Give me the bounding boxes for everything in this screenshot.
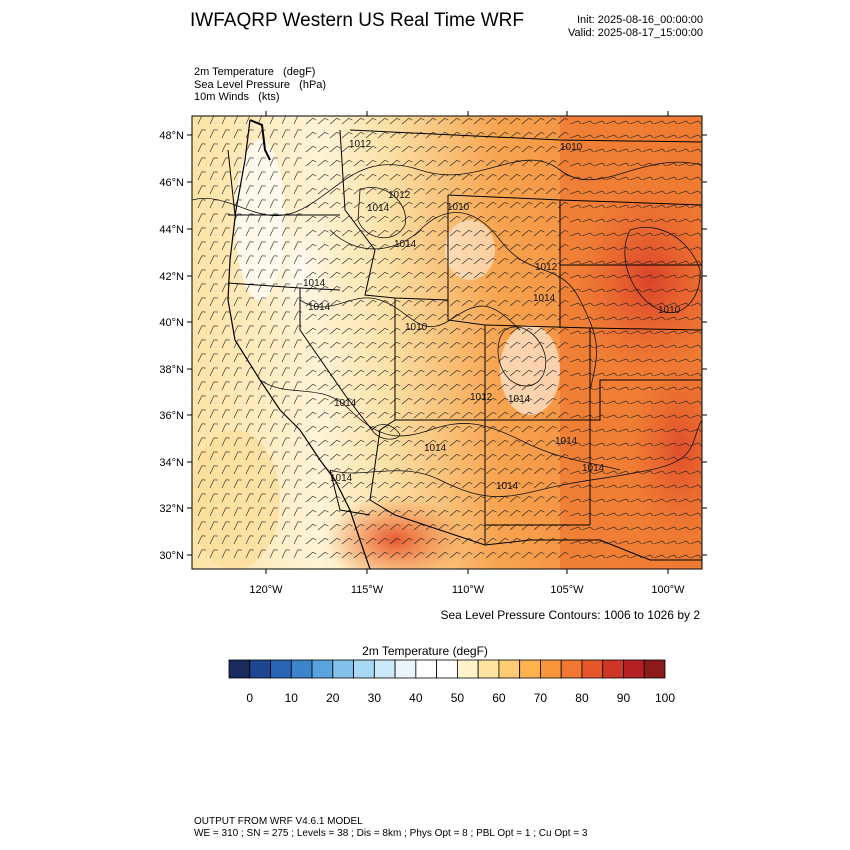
pressure-label: 1014	[394, 239, 417, 250]
colorbar-swatch	[415, 659, 438, 679]
lon-label: 115°W	[351, 584, 384, 596]
footer-model: OUTPUT FROM WRF V4.6.1 MODEL	[194, 816, 363, 827]
colorbar-swatch	[353, 659, 375, 679]
colorbar-swatch	[560, 659, 583, 679]
colorbar-swatch	[290, 659, 313, 679]
pressure-label: 1014	[308, 302, 331, 313]
pressure-label: 1012	[470, 392, 493, 403]
init-time: Init: 2025-08-16_00:00:00	[577, 14, 703, 26]
lat-label: 36°N	[159, 410, 184, 422]
pressure-label: 1010	[405, 322, 428, 333]
lat-label: 46°N	[159, 177, 184, 189]
state-boundaries	[192, 116, 702, 569]
colorbar-swatch	[519, 659, 541, 679]
colorbar-label: 0	[246, 691, 253, 705]
map-frame	[191, 115, 703, 570]
colorbar-label: 60	[492, 691, 506, 705]
pressure-label: 1012	[535, 262, 558, 273]
colorbar-swatch	[332, 659, 354, 679]
colorbar-label: 30	[368, 691, 382, 705]
colorbar-label: 10	[285, 691, 299, 705]
pressure-label: 1012	[388, 190, 411, 201]
lon-label: 110°W	[452, 584, 485, 596]
pressure-label: 1014	[533, 293, 556, 304]
lon-label: 105°W	[550, 584, 584, 596]
pressure-label: 1014	[496, 481, 519, 492]
colorbar-label: 40	[409, 691, 423, 705]
contour-note: Sea Level Pressure Contours: 1006 to 102…	[440, 608, 701, 622]
pressure-label: 1014	[367, 203, 390, 214]
lat-label: 30°N	[159, 550, 184, 562]
colorbar-label: 20	[326, 691, 340, 705]
colorbar-swatch	[373, 659, 396, 679]
colorbar-swatch	[456, 659, 479, 679]
lat-label: 42°N	[159, 271, 184, 283]
pressure-label: 1014	[303, 278, 326, 289]
pressure-label: 1014	[334, 398, 357, 409]
colorbar-swatch	[540, 659, 562, 679]
pressure-label: 1014	[508, 394, 531, 405]
pressure-label: 1010	[560, 142, 583, 153]
pressure-label: 1010	[658, 305, 681, 316]
colorbar-label: 100	[655, 691, 675, 705]
colorbar-swatch	[623, 659, 645, 679]
lat-label: 32°N	[159, 503, 184, 515]
wind-barbs	[197, 116, 702, 559]
colorbar-swatch	[311, 659, 334, 679]
lat-label: 38°N	[159, 364, 184, 376]
lat-label: 48°N	[159, 130, 184, 142]
colorbar-swatch	[581, 659, 604, 679]
pressure-label: 1012	[349, 139, 372, 150]
pressure-label: 1014	[582, 463, 605, 474]
colorbar-swatch	[249, 659, 271, 679]
field-temperature: 2m Temperature (degF)	[194, 66, 316, 78]
coastline	[227, 119, 371, 569]
pressure-label: 1014	[555, 436, 578, 447]
run-times: Init: 2025-08-16_00:00:00 Valid: 2025-08…	[568, 14, 703, 40]
valid-time: Valid: 2025-08-17_15:00:00	[568, 27, 703, 39]
colorbar-swatch	[643, 659, 666, 679]
colorbar-swatch	[228, 659, 251, 679]
colorbar-swatch	[498, 659, 521, 679]
lon-label: 120°W	[249, 584, 283, 596]
colorbar-label: 80	[575, 691, 589, 705]
lat-label: 44°N	[159, 224, 184, 236]
model-footer: OUTPUT FROM WRF V4.6.1 MODEL WE = 310 ; …	[194, 816, 587, 840]
lat-label: 34°N	[159, 457, 184, 469]
pressure-label: 1010	[447, 202, 470, 213]
field-winds: 10m Winds (kts)	[194, 91, 280, 103]
field-pressure: Sea Level Pressure (hPa)	[194, 78, 327, 91]
colorbar-swatch	[270, 659, 292, 679]
colorbar-swatch	[602, 659, 624, 679]
colorbar-label: 90	[617, 691, 631, 705]
colorbar-swatch	[436, 659, 458, 679]
pressure-label: 1014	[424, 443, 447, 454]
colorbar-label: 70	[534, 691, 548, 705]
colorbar-swatch	[394, 659, 417, 679]
lat-label: 40°N	[159, 317, 184, 329]
colorbar-label: 50	[451, 691, 465, 705]
hot-region-plains	[575, 185, 702, 375]
pressure-label: 1014	[330, 473, 353, 484]
field-list: 2m Temperature (degF) Sea Level Pressure…	[194, 66, 326, 104]
lon-label: 100°W	[651, 584, 685, 596]
footer-config: WE = 310 ; SN = 275 ; Levels = 38 ; Dis …	[194, 828, 588, 839]
colorbar-title: 2m Temperature (degF)	[362, 644, 488, 658]
chart-title: IWFAQRP Western US Real Time WRF	[190, 10, 524, 31]
colorbar-swatch	[477, 659, 500, 679]
cool-region-rockies	[500, 325, 560, 415]
